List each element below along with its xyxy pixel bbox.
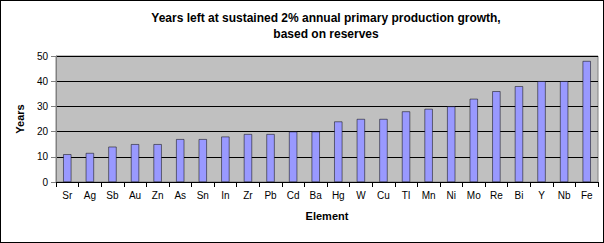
svg-text:Cu: Cu xyxy=(377,190,390,201)
svg-text:Element: Element xyxy=(306,210,349,222)
svg-text:0: 0 xyxy=(42,177,48,188)
svg-text:Tl: Tl xyxy=(402,190,410,201)
svg-text:Sr: Sr xyxy=(62,190,73,201)
svg-text:Y: Y xyxy=(538,190,545,201)
svg-text:Zn: Zn xyxy=(152,190,164,201)
svg-text:Pb: Pb xyxy=(264,190,277,201)
svg-text:Mo: Mo xyxy=(467,190,481,201)
svg-text:20: 20 xyxy=(37,126,49,137)
svg-text:Sn: Sn xyxy=(197,190,209,201)
svg-text:In: In xyxy=(221,190,229,201)
svg-text:Years: Years xyxy=(14,104,26,133)
svg-text:Bi: Bi xyxy=(515,190,524,201)
svg-text:40: 40 xyxy=(37,76,49,87)
svg-text:W: W xyxy=(356,190,366,201)
svg-text:Sb: Sb xyxy=(106,190,119,201)
svg-text:Fe: Fe xyxy=(581,190,593,201)
svg-text:Au: Au xyxy=(129,190,141,201)
svg-text:10: 10 xyxy=(37,151,49,162)
svg-text:Zr: Zr xyxy=(243,190,253,201)
svg-text:50: 50 xyxy=(37,51,49,62)
svg-text:30: 30 xyxy=(37,101,49,112)
svg-text:Ag: Ag xyxy=(84,190,96,201)
svg-text:Cd: Cd xyxy=(287,190,300,201)
svg-text:Ba: Ba xyxy=(310,190,323,201)
svg-text:Mn: Mn xyxy=(422,190,436,201)
svg-text:Nb: Nb xyxy=(558,190,571,201)
svg-text:Years left at sustained 2% ann: Years left at sustained 2% annual primar… xyxy=(151,11,500,25)
svg-text:Re: Re xyxy=(490,190,503,201)
svg-text:Hg: Hg xyxy=(332,190,345,201)
svg-text:Ni: Ni xyxy=(446,190,455,201)
svg-text:As: As xyxy=(174,190,186,201)
svg-text:based on reserves: based on reserves xyxy=(273,27,379,41)
